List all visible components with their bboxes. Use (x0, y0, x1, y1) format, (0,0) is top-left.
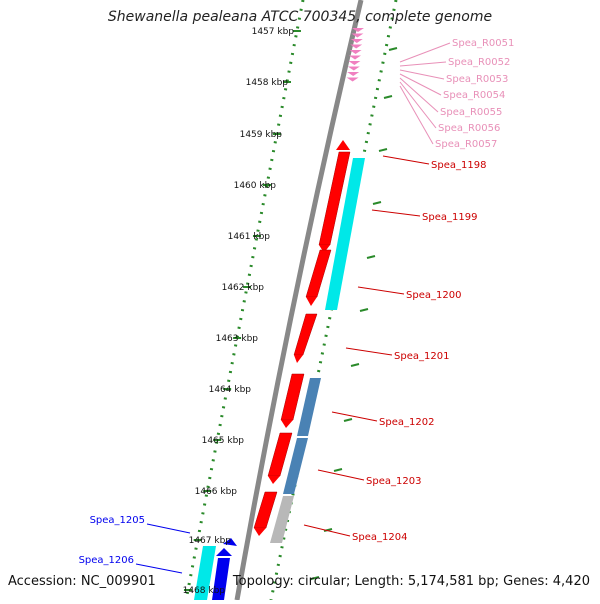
gene-leader (345, 347, 393, 356)
rna-feature (348, 61, 361, 65)
gene-leader (331, 411, 378, 422)
rna-leader (399, 61, 447, 67)
gene-red (267, 432, 293, 477)
inner-tick (366, 255, 376, 259)
scale-label: 1463 kbp (216, 334, 259, 344)
inner-tick (378, 148, 388, 152)
scale-labels: 1457 kbp 1458 kbp 1459 kbp 1460 kbp 1461 kbp… (183, 27, 295, 596)
gene-label: Spea_1204 (352, 532, 407, 543)
gene-arrow-red (281, 420, 293, 428)
scale-label: 1457 kbp (252, 27, 295, 37)
scale-label: 1468 kbp (183, 586, 226, 596)
gene-arrow-red (254, 528, 266, 536)
inner-tick (310, 576, 320, 580)
genome-title: Shewanella pealeana ATCC 700345, complet… (107, 9, 493, 25)
gene-leader (382, 155, 430, 165)
gene-cyan (325, 158, 365, 310)
gene-label: Spea_1202 (379, 417, 434, 428)
gene-label: Spea_1203 (366, 476, 421, 487)
gene-label: Spea_1206 (79, 555, 134, 566)
gene-arrow-red (294, 355, 303, 363)
gene-cyan (194, 546, 216, 600)
rna-label: Spea_R0056 (438, 123, 500, 134)
rna-leader (399, 77, 439, 113)
gene-leader (303, 524, 351, 537)
gene-steel (283, 438, 308, 494)
scale-label: 1464 kbp (209, 385, 252, 395)
rna-leader (399, 42, 451, 63)
gene-red (293, 313, 318, 356)
inner-tick (359, 308, 369, 312)
dotted-guides (183, 0, 398, 601)
rna-label: Spea_R0054 (443, 90, 505, 101)
scale-label: 1465 kbp (202, 436, 245, 446)
genome-backbone (234, 0, 364, 601)
rna-feature (351, 33, 364, 38)
scale-label: 1460 kbp (234, 181, 277, 191)
rna-feature (350, 39, 363, 43)
inner-tick (343, 418, 353, 422)
rna-label: Spea_R0055 (440, 107, 502, 118)
gene-label: Spea_1199 (422, 212, 477, 223)
scale-label: 1459 kbp (240, 130, 283, 140)
gene-arrow-red (336, 140, 350, 150)
gene-arrow-red (319, 245, 330, 253)
gene-labels: Spea_R0051 Spea_R0052 Spea_R0053 Spea_R0054… (79, 38, 515, 566)
gene-blue (212, 558, 230, 600)
rna-leader (399, 73, 442, 96)
scale-label: 1466 kbp (195, 487, 238, 497)
backbone-arc (234, 0, 364, 601)
rna-feature (349, 55, 361, 60)
rna-leader (399, 81, 437, 129)
gene-red (280, 373, 305, 421)
gene-grey (270, 496, 294, 543)
inner-tick (383, 95, 393, 99)
accession-text: Accession: NC_009901 (8, 574, 156, 589)
gene-leader (357, 286, 405, 295)
label-leaders (135, 42, 451, 574)
inner-tick (323, 528, 333, 532)
gene-red (305, 249, 332, 298)
rna-feature (352, 28, 364, 32)
gene-label: Spea_1205 (90, 515, 145, 526)
gene-leader (146, 523, 191, 534)
rna-label: Spea_R0051 (452, 38, 514, 49)
gene-leader (135, 563, 183, 574)
gene-features (194, 28, 365, 600)
gene-steel (297, 378, 321, 436)
inner-tick (350, 363, 360, 367)
rna-feature (347, 66, 360, 71)
rna-label: Spea_R0052 (448, 57, 510, 68)
rna-feature (347, 72, 360, 76)
rna-feature (346, 77, 359, 82)
rna-feature (349, 50, 362, 54)
gene-arrow-blue (216, 548, 232, 556)
inner-tick (388, 47, 398, 51)
gene-leader (317, 469, 365, 481)
gene-arrow-blue (223, 538, 237, 546)
rna-label: Spea_R0053 (446, 74, 508, 85)
rna-leader (399, 69, 445, 80)
gene-arrow-red (268, 476, 280, 484)
gene-leader (371, 209, 421, 217)
inner-tick (372, 201, 382, 205)
gene-label: Spea_1201 (394, 351, 449, 362)
inner-tick (333, 468, 343, 472)
scale-label: 1462 kbp (222, 283, 265, 293)
topology-text: Topology: circular; Length: 5,174,581 bp… (232, 574, 590, 589)
scale-label: 1458 kbp (246, 78, 289, 88)
rna-feature (350, 44, 363, 49)
scale-label: 1461 kbp (228, 232, 271, 242)
rna-label: Spea_R0057 (435, 139, 497, 150)
gene-label: Spea_1198 (431, 160, 486, 171)
rna-leader (399, 85, 434, 145)
gene-label: Spea_1200 (406, 290, 461, 301)
gene-arrow-red (306, 297, 317, 306)
scale-label: 1467 kbp (189, 536, 232, 546)
